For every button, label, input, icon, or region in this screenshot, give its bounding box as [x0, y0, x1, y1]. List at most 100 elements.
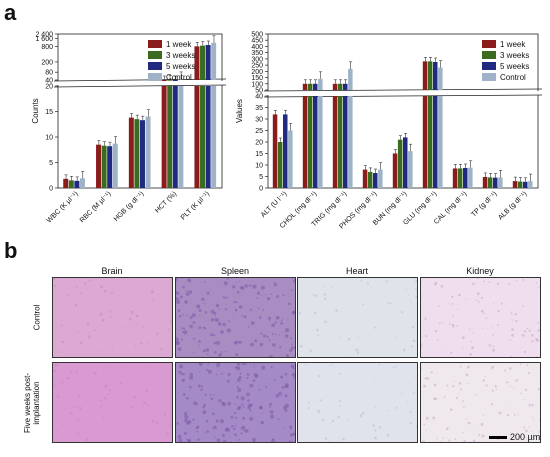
- y-tick-label: 1 600: [35, 36, 53, 43]
- tissue-cell: [523, 426, 526, 429]
- bar: [134, 119, 140, 188]
- tissue-cell: [271, 438, 275, 442]
- tissue-cell: [361, 411, 365, 415]
- legend-label: 5 weeks: [166, 62, 195, 71]
- tissue-cell: [152, 419, 155, 423]
- tissue-cell: [169, 320, 172, 323]
- tissue-cell: [61, 381, 63, 384]
- tissue-cell: [198, 309, 202, 312]
- tissue-cell: [440, 349, 442, 351]
- tissue-cell: [185, 396, 189, 400]
- tissue-cell: [293, 346, 295, 349]
- tissue-cell: [304, 363, 307, 366]
- tissue-cell: [426, 377, 430, 380]
- tissue-texture: [53, 278, 172, 353]
- tissue-cell: [409, 422, 412, 425]
- tissue-cell: [206, 353, 209, 355]
- tissue-cell: [338, 336, 340, 339]
- tissue-cell: [100, 285, 104, 289]
- tissue-cell: [176, 291, 178, 295]
- tissue-cell: [133, 395, 137, 399]
- tissue-cell: [364, 327, 366, 329]
- y-tick-label: 15: [45, 109, 53, 116]
- tissue-cell: [259, 316, 262, 319]
- tissue-cell: [281, 386, 285, 389]
- y-tick-label: 5: [259, 174, 263, 181]
- bar: [288, 130, 293, 188]
- tissue-cell: [62, 424, 65, 426]
- axis-break: [54, 81, 226, 85]
- tissue-cell: [182, 393, 186, 396]
- tissue-cell: [131, 406, 134, 409]
- tissue-cell: [207, 363, 210, 366]
- tissue-cell: [254, 339, 258, 343]
- tissue-cell: [515, 379, 518, 382]
- y-tick-label: 10: [45, 135, 53, 142]
- tissue-cell: [176, 341, 180, 345]
- tissue-cell: [374, 429, 377, 432]
- tissue-cell: [510, 311, 513, 313]
- tissue-cell: [238, 340, 242, 344]
- tissue-cell: [202, 349, 206, 353]
- tissue-cell: [237, 439, 240, 441]
- tissue-cell: [240, 396, 245, 401]
- tissue-cell: [511, 328, 514, 331]
- tissue-cell: [293, 310, 295, 314]
- tissue-cell: [234, 308, 238, 312]
- tissue-cell: [210, 393, 212, 396]
- tissue-cell: [210, 309, 215, 314]
- tissue-cell: [515, 280, 518, 282]
- tissue-cell: [400, 311, 404, 314]
- tissue-cell: [421, 343, 423, 345]
- histology-image-spleen-five-weeks: [175, 362, 296, 443]
- tissue-cell: [147, 404, 149, 406]
- tissue-cell: [396, 388, 398, 390]
- tissue-cell: [284, 384, 289, 389]
- tissue-cell: [249, 383, 254, 388]
- bar: [283, 114, 288, 188]
- tissue-cell: [387, 357, 390, 358]
- tissue-cell: [439, 441, 442, 442]
- tissue-cell: [239, 377, 241, 378]
- bar: [337, 83, 343, 90]
- tissue-cell: [451, 323, 455, 327]
- tissue-cell: [458, 382, 461, 385]
- y-tick-label: 200: [251, 69, 263, 76]
- tissue-cell: [151, 287, 153, 289]
- tissue-cell: [57, 395, 60, 398]
- tissue-cell: [60, 350, 63, 353]
- tissue-cell: [212, 427, 214, 429]
- tissue-cell: [331, 419, 335, 423]
- tissue-cell: [452, 385, 455, 388]
- tissue-cell: [251, 321, 255, 325]
- tissue-cell: [270, 293, 273, 295]
- tissue-cell: [508, 283, 511, 285]
- tissue-cell: [454, 438, 457, 440]
- tissue-cell: [409, 410, 412, 413]
- tissue-cell: [204, 281, 206, 283]
- tissue-cell: [476, 292, 480, 296]
- tissue-cell: [224, 308, 227, 311]
- bar: [178, 86, 184, 188]
- tissue-cell: [360, 279, 363, 282]
- tissue-cell: [307, 407, 310, 410]
- bar: [397, 139, 403, 188]
- tissue-cell: [214, 319, 216, 321]
- tissue-cell: [324, 297, 327, 301]
- tissue-cell: [471, 282, 475, 286]
- tissue-cell: [177, 434, 182, 439]
- tissue-cell: [261, 294, 263, 296]
- tissue-cell: [443, 396, 446, 398]
- tissue-cell: [250, 342, 255, 347]
- category-label: ALB (g dl⁻¹): [497, 190, 528, 221]
- tissue-cell: [110, 291, 113, 295]
- tissue-cell: [60, 324, 63, 327]
- tissue-cell: [459, 365, 462, 368]
- tissue-cell: [88, 279, 91, 282]
- col-header-spleen: Spleen: [220, 266, 250, 276]
- tissue-cell: [290, 337, 293, 340]
- tissue-cell: [314, 311, 317, 314]
- bar: [362, 169, 368, 188]
- tissue-cell: [440, 284, 444, 288]
